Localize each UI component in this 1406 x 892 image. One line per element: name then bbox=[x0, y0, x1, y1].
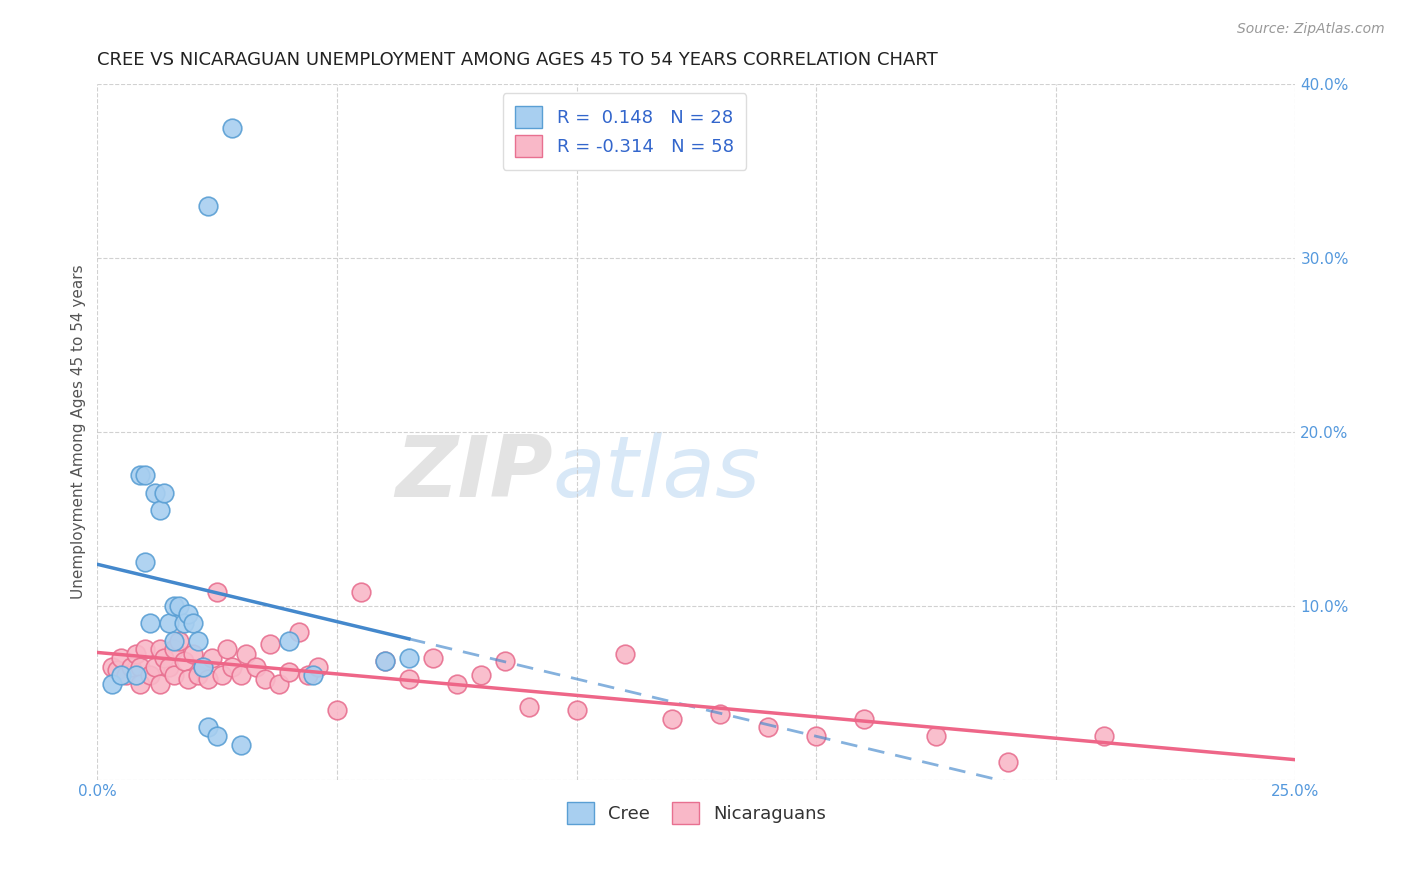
Point bbox=[139, 668, 162, 682]
Point bbox=[422, 651, 444, 665]
Point bbox=[139, 616, 162, 631]
Point bbox=[153, 651, 176, 665]
Y-axis label: Unemployment Among Ages 45 to 54 years: Unemployment Among Ages 45 to 54 years bbox=[72, 265, 86, 599]
Point bbox=[129, 659, 152, 673]
Point bbox=[374, 654, 396, 668]
Point bbox=[143, 485, 166, 500]
Point bbox=[163, 633, 186, 648]
Point bbox=[191, 659, 214, 673]
Point bbox=[134, 642, 156, 657]
Point bbox=[398, 672, 420, 686]
Point bbox=[149, 642, 172, 657]
Point bbox=[201, 651, 224, 665]
Point bbox=[115, 668, 138, 682]
Point bbox=[177, 672, 200, 686]
Point bbox=[215, 642, 238, 657]
Point bbox=[129, 677, 152, 691]
Legend: Cree, Nicaraguans: Cree, Nicaraguans bbox=[558, 793, 835, 833]
Point bbox=[756, 721, 779, 735]
Point bbox=[259, 637, 281, 651]
Point bbox=[173, 654, 195, 668]
Point bbox=[134, 468, 156, 483]
Point bbox=[129, 468, 152, 483]
Point bbox=[197, 721, 219, 735]
Point bbox=[297, 668, 319, 682]
Point bbox=[197, 199, 219, 213]
Point bbox=[125, 648, 148, 662]
Point bbox=[100, 677, 122, 691]
Point bbox=[470, 668, 492, 682]
Point bbox=[187, 633, 209, 648]
Point bbox=[565, 703, 588, 717]
Point bbox=[326, 703, 349, 717]
Point bbox=[197, 672, 219, 686]
Point bbox=[110, 668, 132, 682]
Point bbox=[163, 668, 186, 682]
Point bbox=[163, 642, 186, 657]
Text: ZIP: ZIP bbox=[395, 432, 553, 515]
Point bbox=[120, 659, 142, 673]
Point bbox=[494, 654, 516, 668]
Point bbox=[187, 668, 209, 682]
Point bbox=[221, 120, 243, 135]
Point bbox=[287, 624, 309, 639]
Point bbox=[806, 729, 828, 743]
Point bbox=[853, 712, 876, 726]
Point bbox=[181, 648, 204, 662]
Point bbox=[211, 668, 233, 682]
Point bbox=[125, 668, 148, 682]
Point bbox=[157, 616, 180, 631]
Point bbox=[254, 672, 277, 686]
Point bbox=[181, 616, 204, 631]
Point bbox=[177, 607, 200, 622]
Point bbox=[278, 665, 301, 679]
Point bbox=[709, 706, 731, 721]
Point bbox=[157, 659, 180, 673]
Point bbox=[100, 659, 122, 673]
Point bbox=[221, 659, 243, 673]
Point bbox=[613, 648, 636, 662]
Point bbox=[269, 677, 291, 691]
Point bbox=[350, 584, 373, 599]
Point bbox=[167, 633, 190, 648]
Point bbox=[149, 503, 172, 517]
Point bbox=[278, 633, 301, 648]
Point bbox=[307, 659, 329, 673]
Point bbox=[398, 651, 420, 665]
Point bbox=[163, 599, 186, 613]
Point bbox=[110, 651, 132, 665]
Point bbox=[661, 712, 683, 726]
Point bbox=[997, 756, 1019, 770]
Point bbox=[925, 729, 948, 743]
Point bbox=[205, 729, 228, 743]
Point bbox=[205, 584, 228, 599]
Point bbox=[302, 668, 325, 682]
Point bbox=[229, 738, 252, 752]
Point bbox=[245, 659, 267, 673]
Point bbox=[149, 677, 172, 691]
Text: Source: ZipAtlas.com: Source: ZipAtlas.com bbox=[1237, 22, 1385, 37]
Point bbox=[167, 599, 190, 613]
Point bbox=[229, 668, 252, 682]
Text: atlas: atlas bbox=[553, 432, 761, 515]
Point bbox=[191, 659, 214, 673]
Point bbox=[143, 659, 166, 673]
Point bbox=[173, 616, 195, 631]
Point bbox=[105, 663, 128, 677]
Text: CREE VS NICARAGUAN UNEMPLOYMENT AMONG AGES 45 TO 54 YEARS CORRELATION CHART: CREE VS NICARAGUAN UNEMPLOYMENT AMONG AG… bbox=[97, 51, 938, 69]
Point bbox=[235, 648, 257, 662]
Point bbox=[374, 654, 396, 668]
Point bbox=[1092, 729, 1115, 743]
Point bbox=[134, 555, 156, 569]
Point bbox=[446, 677, 468, 691]
Point bbox=[517, 699, 540, 714]
Point bbox=[153, 485, 176, 500]
